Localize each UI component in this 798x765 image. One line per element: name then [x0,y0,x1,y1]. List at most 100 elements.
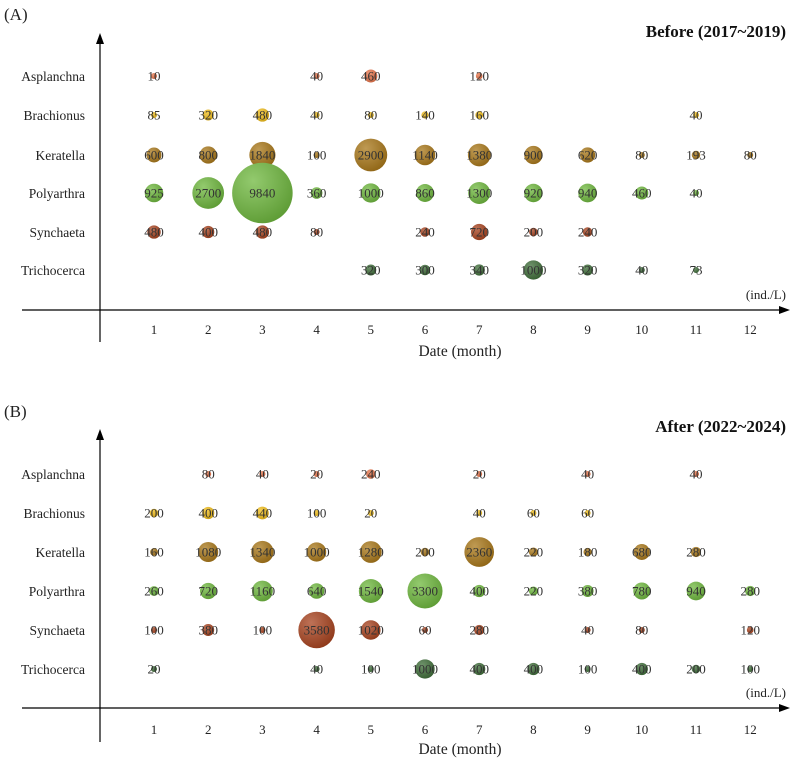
data-label: 20 [310,467,323,482]
bubble-keratella-month-4 [313,151,320,159]
data-label: 1540 [358,584,384,599]
bubble-asplanchna-month-5 [366,469,376,479]
data-label: 100 [307,148,327,163]
data-label: 400 [469,662,489,677]
data-label: 193 [686,148,706,163]
bubble-keratella-month-6 [414,144,436,166]
data-label: 260 [144,584,164,599]
bubble-synchaeta-month-4 [313,229,320,235]
bubble-polyarthra-month-7 [473,584,486,598]
data-label: 40 [256,467,269,482]
bubble-synchaeta-month-9 [584,627,591,633]
x-tick-labels: 1 2 3 4 5 6 7 8 9 10 11 12 [151,322,757,337]
data-label: 120 [740,623,760,638]
data-label: 1000 [358,186,384,201]
bubble-keratella-month-9 [580,147,596,163]
bubble-polyarthra-month-11 [693,190,699,196]
data-label: 40 [690,186,703,201]
bubble-asplanchna-month-4 [313,73,320,79]
bubble-trichocerca-month-9 [584,665,591,673]
bubble-polyarthra-month-10 [635,186,649,200]
data-label: 3580 [304,623,330,638]
bubble-keratella-month-12 [747,152,754,158]
bubble-polyarthra-month-5 [358,579,383,603]
bubble-brachionus-month-4 [313,509,320,517]
data-label: 600 [144,148,164,163]
data-label: 400 [198,225,218,240]
bubble-synchaeta-month-4 [298,611,335,649]
bubble-synchaeta-month-2 [202,624,215,636]
bubble-asplanchna-month-1 [151,73,157,79]
data-label: 200 [686,662,706,677]
category-label: Asplanchna [21,69,85,84]
data-label: 680 [632,545,652,560]
data-label: 1000 [412,662,438,677]
bubble-polyarthra-month-8 [528,586,538,596]
category-labels: Asplanchna Brachionus Keratella Polyarthra S… [21,69,85,278]
bubble-keratella-month-6 [420,547,430,557]
bubble-keratella-month-2 [198,541,219,563]
bubble-keratella-month-7 [464,537,495,567]
data-label: 80 [364,108,377,123]
data-label: 60 [581,506,594,521]
bubble-synchaeta-month-10 [638,627,645,633]
bubble-brachionus-month-7 [475,111,484,119]
data-label: 1020 [358,623,384,638]
unit-label: (ind./L) [746,287,786,302]
bubble-polyarthra-month-3 [232,162,293,224]
bubble-asplanchna-month-7 [475,72,483,80]
data-label: 140 [415,108,435,123]
bubble-keratella-month-2 [199,146,217,164]
bubble-synchaeta-month-8 [529,227,538,237]
data-label: 1280 [358,545,384,560]
bubble-trichocerca-month-12 [747,665,754,673]
category-label: Keratella [36,545,85,560]
x-tick-label: 2 [205,322,212,337]
bubble-polyarthra-month-11 [686,581,706,601]
bubble-keratella-month-5 [359,541,382,563]
data-label: 220 [524,545,544,560]
bubble-synchaeta-month-3 [255,225,270,239]
data-label: 440 [253,506,273,521]
bubble-trichocerca-month-4 [313,666,320,672]
bubble-brachionus-month-6 [421,111,429,119]
data-label: 480 [253,225,273,240]
x-axis-title: Date (month) [418,741,501,758]
bubble-keratella-month-4 [306,542,327,562]
data-label: 280 [686,545,706,560]
bubble-synchaeta-month-2 [202,225,215,239]
data-label: 100 [740,662,760,677]
bubble-keratella-month-5 [354,138,388,172]
bubble-keratella-month-10 [638,152,645,158]
x-tick-label: 5 [368,322,375,337]
bubble-synchaeta-month-5 [361,620,381,640]
data-label: 20 [364,506,377,521]
data-label: 60 [527,506,540,521]
data-label: 73 [690,263,703,278]
data-label: 9840 [249,186,275,201]
bubble-polyarthra-month-10 [633,582,651,600]
x-tick-label: 6 [422,722,429,737]
data-label: 20 [148,662,161,677]
data-label: 460 [632,186,652,201]
bubble-keratella-month-8 [524,145,543,165]
data-label: 1000 [520,263,546,278]
data-label: 100 [307,506,327,521]
x-tick-label: 1 [151,722,158,737]
bubble-keratella-month-11 [691,150,701,160]
bubble-synchaeta-month-12 [746,626,754,634]
x-tick-label: 8 [530,322,537,337]
category-label: Brachionus [24,506,86,521]
data-label: 360 [307,186,327,201]
data-label: 1300 [466,186,492,201]
data-label: 80 [744,148,757,163]
data-label: 320 [198,108,218,123]
data-label: 40 [310,108,323,123]
bubble-asplanchna-month-2 [205,471,212,477]
x-axis-arrow [779,704,790,712]
data-label: 280 [740,584,760,599]
bubbles [149,469,756,679]
data-label: 925 [144,186,164,201]
data-label: 160 [469,108,489,123]
x-tick-label: 12 [744,722,757,737]
